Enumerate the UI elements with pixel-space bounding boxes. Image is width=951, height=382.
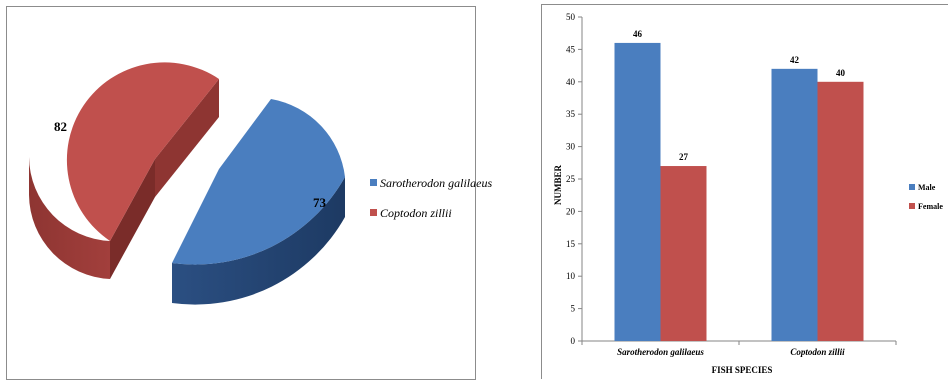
y-tick-label: 45 bbox=[566, 44, 576, 54]
bar-chart-panel: 0 5 10 15 20 25 30 35 40 45 50 Sarotherodon galilae… bbox=[541, 4, 948, 379]
y-tick-label: 50 bbox=[566, 12, 576, 22]
data-label: 40 bbox=[836, 68, 846, 78]
y-tick-label: 20 bbox=[566, 206, 576, 216]
x-tick-label: Sarotherodon galilaeus bbox=[617, 347, 704, 357]
pie-label-sarotherodon-galilaeus: 73 bbox=[313, 195, 327, 210]
bar-chart-axes: 0 5 10 15 20 25 30 35 40 45 50 Sarotherodon galilae… bbox=[566, 12, 897, 357]
pie-slice-coptodon-zillii bbox=[29, 62, 219, 279]
pie-slice-sarotherodon-galilaeus bbox=[172, 99, 345, 305]
bar-female bbox=[660, 166, 707, 341]
legend-swatch-female bbox=[909, 203, 915, 209]
pie-legend: Sarotherodon galilaeus Coptodon zillii bbox=[370, 176, 492, 220]
pie-chart-panel: 82 73 Sarotherodon galilaeus Coptodon zi… bbox=[6, 6, 492, 380]
legend-swatch-male bbox=[909, 184, 915, 190]
bar-chart: 0 5 10 15 20 25 30 35 40 45 50 Sarotherodon galilae… bbox=[553, 12, 943, 375]
bar-chart-bars: 46 27 42 40 bbox=[614, 29, 864, 342]
data-label: 27 bbox=[679, 152, 689, 162]
pie-legend-swatch-sarotherodon bbox=[370, 179, 377, 186]
bar-male bbox=[771, 68, 818, 341]
bar-male bbox=[614, 42, 661, 342]
y-tick-label: 5 bbox=[571, 304, 576, 314]
y-tick-label: 40 bbox=[566, 77, 576, 87]
x-axis-title: FISH SPECIES bbox=[712, 365, 773, 375]
bar-female bbox=[817, 81, 864, 342]
legend-label-male: Male bbox=[918, 183, 936, 192]
bar-legend: Male Female bbox=[909, 183, 943, 211]
y-axis-title: NUMBER bbox=[553, 165, 563, 205]
pie-legend-swatch-coptodon bbox=[370, 209, 377, 216]
legend-label-female: Female bbox=[918, 202, 943, 211]
y-tick-label: 10 bbox=[566, 271, 576, 281]
data-label: 46 bbox=[633, 29, 643, 39]
pie-legend-label-sarotherodon: Sarotherodon galilaeus bbox=[380, 176, 492, 190]
y-tick-label: 35 bbox=[566, 109, 576, 119]
y-tick-label: 0 bbox=[571, 336, 576, 346]
y-tick-label: 15 bbox=[566, 239, 576, 249]
pie-chart: 82 73 Sarotherodon galilaeus Coptodon zi… bbox=[29, 62, 492, 305]
y-tick-label: 30 bbox=[566, 142, 576, 152]
pie-legend-label-coptodon: Coptodon zillii bbox=[380, 206, 452, 220]
y-tick-label: 25 bbox=[566, 174, 576, 184]
x-tick-label: Coptodon zillii bbox=[790, 347, 845, 357]
data-label: 42 bbox=[790, 55, 800, 65]
pie-label-coptodon-zillii: 82 bbox=[54, 119, 67, 134]
